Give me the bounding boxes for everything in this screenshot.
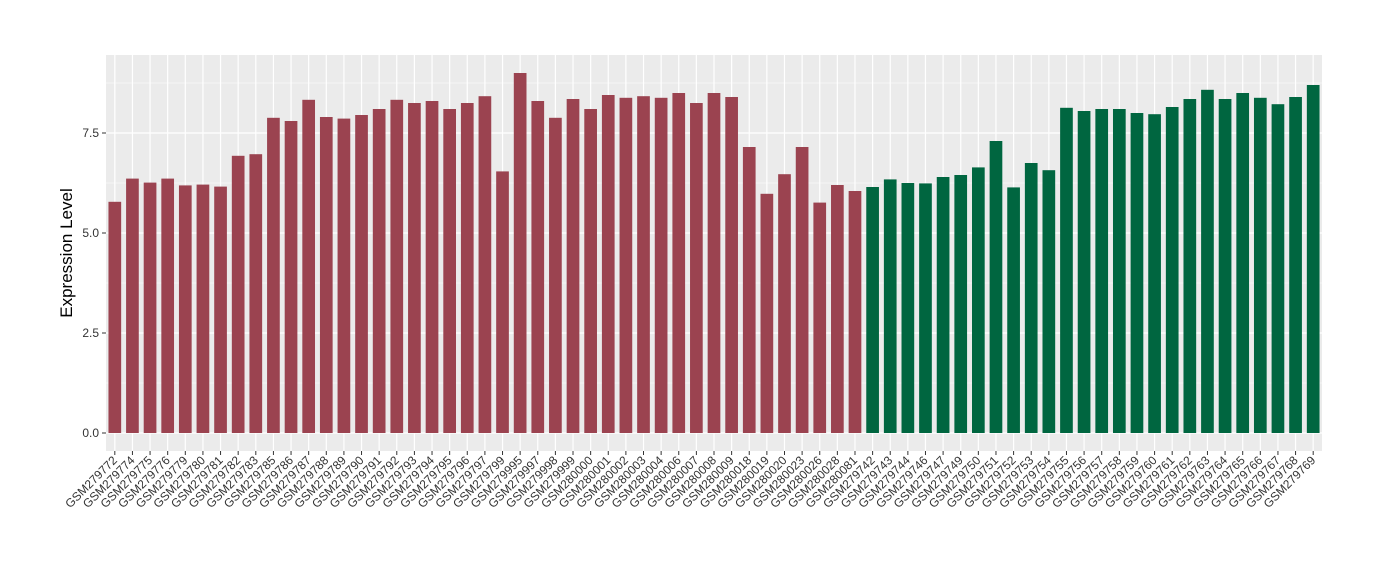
bar-GSM279762	[1183, 99, 1197, 433]
bar-GSM279995	[513, 73, 527, 433]
bar-GSM279750	[972, 167, 985, 433]
bar-GSM279751	[989, 141, 1003, 433]
y-axis-title: Expression Level	[57, 188, 76, 317]
bar-GSM280026	[813, 202, 827, 433]
bar-GSM279772	[108, 201, 122, 433]
bar-GSM280001	[601, 95, 615, 433]
bar-GSM279763	[1201, 89, 1214, 434]
bar-GSM280007	[690, 103, 703, 433]
bar-GSM280006	[672, 93, 686, 433]
bar-GSM279997	[531, 101, 545, 433]
bar-GSM279782	[231, 155, 245, 434]
bar-GSM279789	[337, 118, 351, 433]
bars	[108, 73, 1320, 434]
y-tick-label: 5.0	[82, 226, 99, 240]
bar-GSM279998	[549, 117, 562, 434]
x-axis: GSM279772GSM279774GSM279775GSM279776GSM2…	[62, 451, 1319, 511]
y-axis: 0.0 2.5 5.0 7.5	[82, 126, 106, 440]
bar-GSM279744	[901, 183, 915, 433]
bar-GSM279764	[1218, 99, 1232, 433]
bar-GSM280023	[795, 147, 809, 433]
bar-GSM279999	[566, 99, 580, 433]
bar-GSM279759	[1130, 113, 1144, 433]
bar-GSM279793	[408, 103, 421, 433]
bar-GSM279779	[178, 185, 192, 433]
bar-GSM279799	[496, 171, 509, 433]
bar-GSM279753	[1024, 163, 1038, 433]
bar-GSM279783	[249, 154, 263, 433]
bar-GSM280028	[831, 185, 844, 433]
bar-GSM279774	[126, 178, 139, 433]
bar-GSM279765	[1236, 93, 1250, 433]
bar-GSM279791	[372, 109, 386, 433]
bar-GSM279757	[1095, 109, 1109, 433]
bar-GSM279754	[1042, 170, 1056, 433]
bar-GSM279769	[1306, 85, 1320, 433]
bar-GSM279766	[1253, 97, 1267, 434]
bar-GSM280081	[848, 191, 862, 433]
y-tick-label: 2.5	[82, 326, 99, 340]
bar-GSM279781	[214, 186, 227, 433]
bar-GSM279780	[196, 184, 210, 433]
bar-GSM279747	[936, 177, 950, 433]
y-tick-label: 7.5	[82, 126, 99, 140]
bar-GSM279761	[1165, 107, 1179, 433]
bar-GSM279760	[1148, 114, 1161, 433]
bar-GSM279768	[1289, 97, 1302, 433]
bar-GSM280004	[654, 97, 668, 434]
bar-GSM279794	[425, 101, 439, 433]
bar-GSM279749	[954, 175, 968, 433]
bar-GSM279792	[390, 99, 404, 434]
bar-GSM280002	[619, 97, 633, 434]
bar-GSM279787	[302, 99, 316, 434]
bar-GSM279786	[284, 121, 298, 433]
bar-GSM279796	[460, 103, 474, 433]
bar-GSM279776	[161, 178, 175, 433]
bar-GSM279758	[1112, 109, 1126, 433]
bar-GSM279755	[1060, 107, 1073, 434]
bar-GSM279756	[1077, 111, 1091, 433]
bar-GSM280008	[707, 93, 721, 433]
bar-GSM279742	[866, 187, 879, 433]
bar-GSM279775	[143, 182, 157, 433]
bar-GSM280018	[742, 147, 756, 433]
bar-GSM280019	[760, 193, 774, 433]
bar-GSM279752	[1007, 187, 1020, 433]
bar-GSM280020	[778, 174, 791, 433]
bar-GSM280009	[725, 97, 738, 433]
bar-GSM279767	[1271, 104, 1285, 433]
bar-GSM279795	[443, 109, 456, 433]
bar-GSM279788	[319, 117, 333, 433]
bar-GSM279743	[883, 179, 897, 433]
bar-GSM279785	[267, 117, 280, 434]
bar-GSM279797	[478, 96, 492, 433]
bar-GSM280000	[584, 109, 597, 433]
bar-GSM279790	[355, 115, 368, 433]
y-tick-label: 0.0	[82, 426, 99, 440]
bar-GSM280003	[637, 96, 650, 433]
bar-GSM279746	[919, 183, 932, 433]
